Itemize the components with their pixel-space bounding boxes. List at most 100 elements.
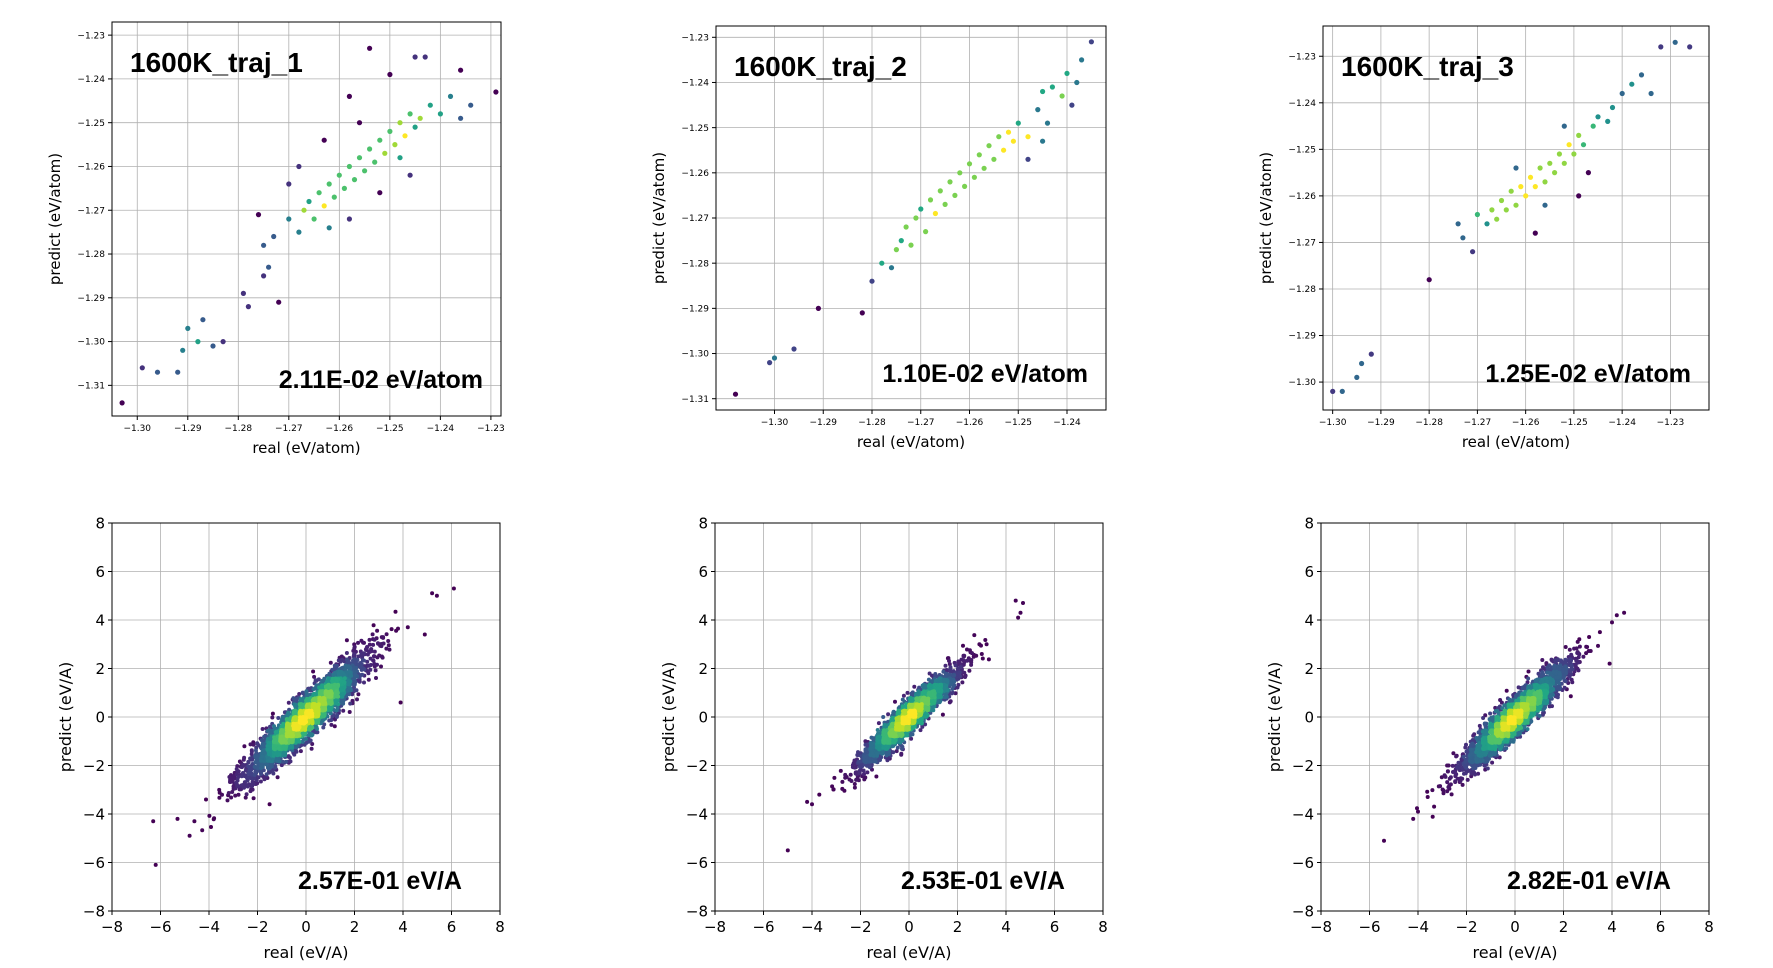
scatter-point [272, 746, 276, 751]
scatter-point [397, 155, 403, 161]
y-tick-label: −1.27 [77, 206, 105, 216]
scatter-point [362, 667, 367, 672]
scatter-point [1556, 151, 1562, 157]
scatter-point [881, 715, 886, 719]
scatter-point [302, 720, 307, 725]
scatter-point [207, 813, 212, 818]
scatter-point [228, 778, 233, 782]
scatter-point [315, 718, 320, 723]
scatter-point [255, 212, 262, 218]
scatter-point [898, 238, 904, 244]
x-tick-label: −1.29 [174, 424, 202, 434]
scatter-point [962, 183, 968, 189]
error-annotation: 2.57E-01 eV/A [298, 867, 462, 895]
scatter-point [226, 791, 231, 795]
scatter-point [389, 627, 394, 632]
panel-1: −1.30 −1.29 −1.28 −1.27 −1.26 −1.25 −1.24 −1.23… [46, 21, 505, 457]
scatter-point [1013, 598, 1018, 603]
scatter-point [961, 658, 966, 663]
scatter-point [240, 290, 246, 296]
scatter-point [242, 744, 247, 749]
y-tick-label: −1.27 [1288, 239, 1316, 249]
scatter-point [927, 684, 932, 688]
scatter-point [296, 163, 302, 170]
scatter-point [1016, 615, 1021, 620]
scatter-point [953, 663, 958, 668]
scatter-point [248, 767, 253, 772]
scatter-point [1552, 170, 1558, 176]
scatter-point [265, 728, 270, 733]
scatter-point [300, 690, 305, 695]
scatter-point [852, 785, 857, 790]
scatter-point [961, 654, 966, 659]
scatter-point [373, 668, 378, 673]
scatter-point [341, 185, 347, 191]
scatter-point [296, 229, 302, 235]
scatter-point [1088, 39, 1094, 45]
y-tick-label: −2 [83, 757, 105, 775]
scatter-point [367, 146, 373, 152]
scatter-point [377, 190, 383, 196]
scatter-point [979, 652, 984, 656]
scatter-point [316, 677, 321, 682]
scatter-point [304, 716, 308, 721]
y-tick-label: −1.28 [1288, 285, 1316, 295]
scatter-point [229, 795, 234, 800]
scatter-point [286, 181, 292, 187]
scatter-point [468, 102, 474, 108]
scatter-point [1498, 197, 1505, 204]
x-tick-label: 2 [350, 918, 360, 936]
y-tick-label: 2 [95, 660, 105, 678]
scatter-point [276, 299, 282, 305]
scatter-point [353, 673, 358, 678]
y-tick-label: −1.30 [77, 338, 105, 348]
scatter-point [284, 759, 288, 764]
scatter-point [246, 759, 251, 764]
scatter-point [351, 666, 356, 671]
scatter-point [838, 768, 843, 773]
scatter-point [328, 711, 333, 716]
scatter-point [958, 665, 963, 670]
scatter-point [952, 192, 958, 198]
scatter-point [361, 640, 366, 645]
y-tick-label: −1.24 [77, 75, 105, 85]
scatter-point [269, 764, 274, 769]
y-tick-label: 8 [95, 514, 105, 532]
scatter-point [258, 779, 263, 784]
scatter-point [356, 692, 361, 697]
scatter-point [1547, 160, 1553, 166]
scatter-point [891, 710, 896, 715]
scatter-point [352, 679, 357, 684]
scatter-point [908, 242, 914, 248]
y-tick-label: 4 [95, 611, 105, 629]
scatter-point [273, 764, 278, 768]
scatter-point [1576, 132, 1582, 138]
scatter-point [351, 177, 358, 183]
scatter-point [332, 724, 337, 729]
scatter-point [235, 778, 240, 783]
x-tick-label: −1.28 [858, 418, 886, 428]
scatter-point [961, 643, 965, 648]
scatter-point [212, 816, 217, 821]
scatter-point [285, 712, 290, 717]
scatter-point [912, 684, 917, 689]
scatter-point [334, 677, 339, 682]
scatter-point [1025, 156, 1031, 162]
scatter-point [387, 71, 393, 78]
scatter-point [1687, 44, 1693, 50]
scatter-point [1074, 79, 1080, 86]
scatter-point [217, 795, 222, 800]
scatter-point [248, 757, 253, 762]
scatter-point [251, 742, 256, 747]
x-tick-label: −1.29 [809, 418, 837, 428]
scatter-point [1018, 610, 1023, 615]
scatter-point [367, 663, 371, 668]
scatter-point [192, 819, 197, 824]
scatter-point [245, 304, 251, 310]
scatter-points [119, 45, 499, 406]
scatter-point [260, 754, 265, 759]
scatter-point [267, 758, 272, 762]
scatter-point [412, 54, 418, 60]
scatter-point [865, 770, 870, 775]
